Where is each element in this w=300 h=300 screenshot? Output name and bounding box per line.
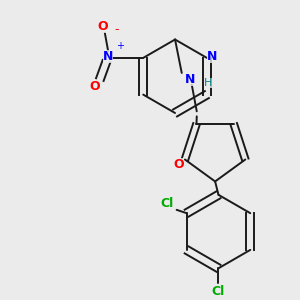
Text: N: N [185,73,195,86]
Text: -: - [114,23,119,36]
Text: +: + [116,41,124,51]
Text: Cl: Cl [160,197,173,210]
Text: O: O [173,158,184,171]
Text: O: O [89,80,100,93]
Text: N: N [207,50,217,63]
Text: H: H [204,78,213,88]
Text: O: O [98,20,109,33]
Text: Cl: Cl [212,285,225,298]
Text: N: N [103,50,113,63]
